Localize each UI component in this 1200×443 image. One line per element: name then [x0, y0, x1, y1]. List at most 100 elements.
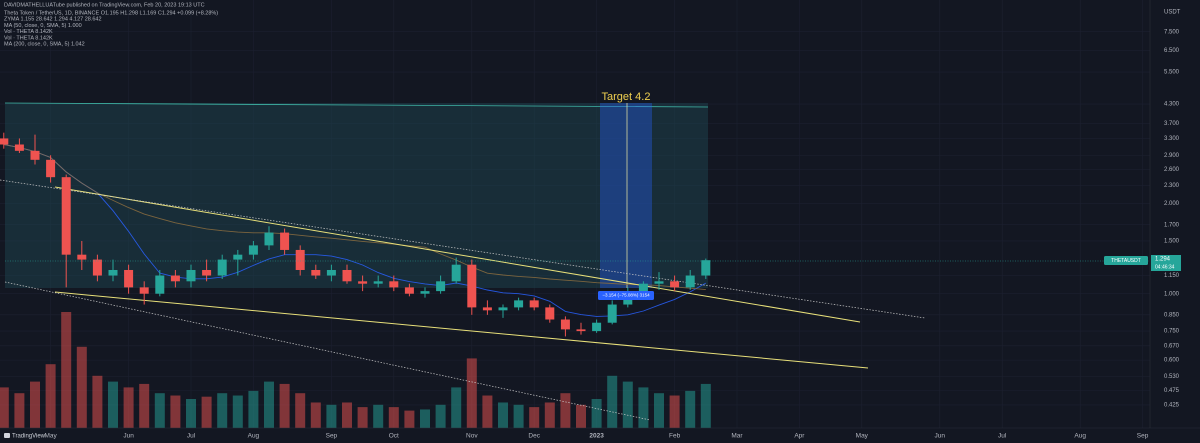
x-tick-label: Jul [187, 433, 196, 440]
last-price: 1.294 [1155, 256, 1171, 262]
volume-bar [669, 395, 680, 428]
y-tick-label: 1.500 [1164, 239, 1180, 245]
target-annotation: Target 4.2 [602, 91, 651, 103]
volume-bar [420, 409, 430, 428]
volume-bar [388, 407, 399, 428]
volume-bar [139, 383, 150, 428]
y-tick-label: 0.425 [1164, 403, 1180, 409]
candle-body [77, 254, 87, 260]
volume-bar [217, 393, 228, 428]
x-tick-label: May [856, 433, 869, 440]
x-tick-label: Oct [389, 433, 399, 440]
volume-bar [435, 404, 446, 428]
y-tick-label: 3.700 [1164, 121, 1180, 127]
x-tick-label: Jul [998, 433, 1007, 440]
candle-body [61, 177, 71, 255]
candle-body [14, 144, 24, 151]
volume-bar [700, 383, 711, 428]
candle-body [342, 269, 352, 282]
volume-bar [186, 399, 196, 428]
measure-box [598, 291, 654, 300]
legend-line: MA (200, close, 0, SMA, 5) 1.042 [4, 41, 85, 47]
volume-bar [685, 390, 696, 428]
candle-body [654, 281, 664, 284]
volume-bar [264, 381, 274, 428]
candle-body [186, 269, 196, 282]
countdown: 04:46:34 [1155, 264, 1175, 270]
y-tick-label: 0.750 [1164, 329, 1180, 335]
volume-bar [576, 404, 586, 428]
brand: TradingView [12, 434, 46, 440]
volume-bar [92, 375, 103, 428]
y-tick-label: 5.500 [1164, 70, 1180, 76]
candle-body [404, 287, 414, 294]
volume-bar [513, 404, 524, 428]
volume-bar [498, 402, 508, 428]
x-tick-label: Aug [248, 433, 260, 440]
candle-body [202, 269, 212, 276]
ma-layer [3, 144, 707, 317]
x-ticks: May Jun Jul Aug Sep Oct Nov Dec 2023 Feb Mar Apr May… [44, 433, 1148, 440]
candle-body [514, 300, 524, 308]
candle-body [30, 150, 40, 160]
volume-bar [14, 393, 25, 428]
volume-bar [451, 387, 462, 428]
candle-body [529, 300, 539, 308]
y-tick-label: 0.850 [1164, 312, 1180, 318]
volume-layer [0, 312, 711, 428]
candle-body [670, 281, 680, 288]
candle-body [467, 264, 477, 308]
y-tick-label: 2.900 [1164, 153, 1180, 159]
y-tick-label: 0.530 [1164, 374, 1180, 380]
volume-bar [482, 395, 493, 428]
volume-bar [61, 312, 72, 428]
candle-body [264, 232, 274, 246]
volume-bar [310, 402, 321, 428]
legend-line: Theta Token / TetherUS, 1D, BINANCE O1.1… [4, 10, 218, 16]
symbol-badge [1104, 256, 1148, 265]
x-tick-label: Sep [326, 433, 338, 440]
volume-bar [638, 387, 649, 428]
y-tick-label: 3.300 [1164, 136, 1180, 142]
candle-body [545, 307, 555, 320]
target-zone [5, 103, 708, 288]
trendline-lower [54, 291, 869, 369]
volume-bar [342, 402, 352, 428]
candle-body [217, 259, 227, 276]
candle-body [295, 249, 305, 270]
candle-body [451, 264, 461, 282]
volume-bar [591, 399, 602, 428]
volume-bar [529, 407, 540, 428]
legend-line: Vol · THETA 8.142K [4, 35, 53, 41]
legend-line: MA (50, close, 0, SMA, 5) 1.000 [4, 23, 82, 29]
candle-body [248, 245, 258, 255]
y-tick-label: 7.500 [1164, 29, 1180, 35]
candle-body [373, 281, 383, 284]
volume-bar [123, 387, 134, 428]
volume-bar [76, 346, 87, 428]
volume-bar [560, 393, 571, 428]
y-tick-label: 2.300 [1164, 183, 1180, 189]
candle-body [326, 269, 336, 276]
volume-bar [295, 393, 306, 428]
candle-body [280, 232, 290, 250]
currency-label: USDT [1164, 10, 1181, 16]
candle-body [592, 322, 602, 332]
volume-bar [248, 390, 259, 428]
grid [0, 0, 1150, 428]
candle-body [607, 304, 617, 323]
y-tick-label: 2.000 [1164, 201, 1180, 207]
volume-bar [544, 402, 555, 428]
candle-body [139, 287, 149, 294]
candle-body [233, 254, 243, 260]
moving-average [3, 144, 707, 317]
x-tick-label: 2023 [589, 433, 604, 440]
volume-bar [654, 393, 664, 428]
volume-bar [373, 404, 384, 428]
volume-bar [154, 393, 165, 428]
x-tick-label: Apr [794, 433, 805, 440]
y-tick-label: 6.500 [1164, 48, 1180, 54]
